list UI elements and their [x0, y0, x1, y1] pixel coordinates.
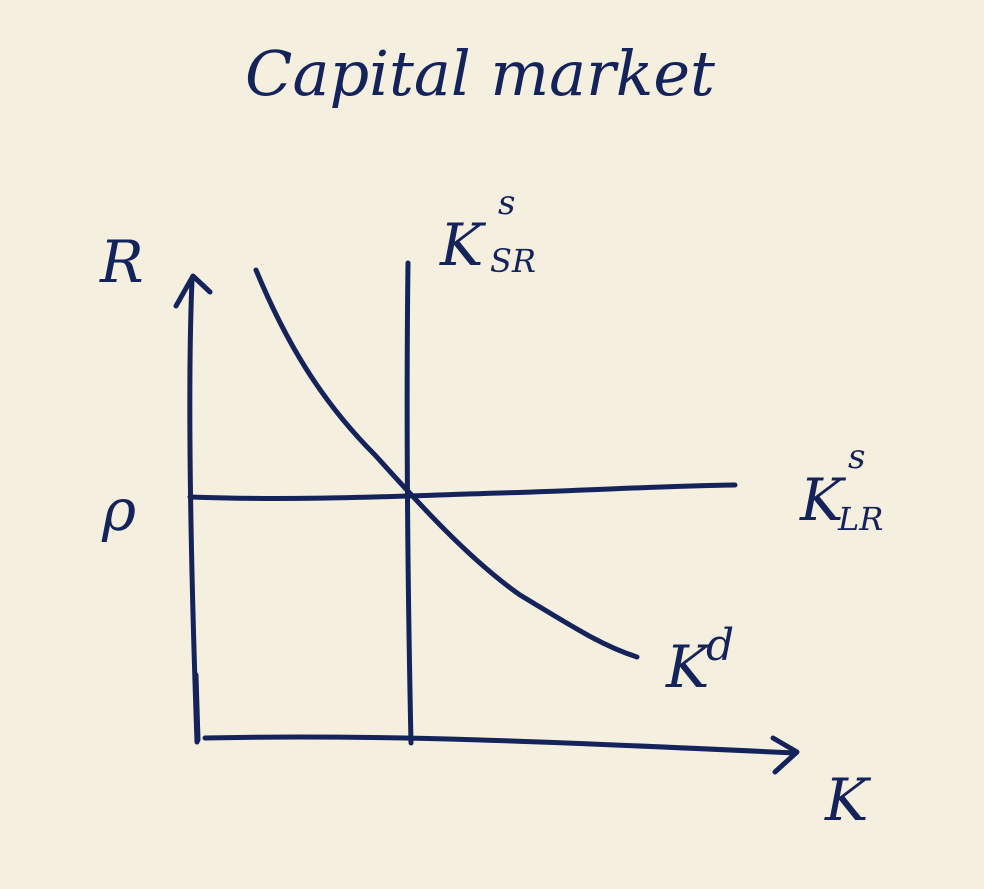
- demand-curve: [253, 267, 640, 660]
- long-run-supply-label: K s LR: [799, 437, 883, 538]
- svg-text:K: K: [799, 466, 847, 534]
- diagram-title: Capital market: [245, 37, 715, 110]
- svg-text:SR: SR: [490, 242, 536, 280]
- short-run-supply-label: K s SR: [439, 183, 536, 280]
- svg-text:s: s: [848, 437, 865, 477]
- svg-text:LR: LR: [837, 500, 883, 538]
- svg-text:K: K: [439, 211, 487, 279]
- y-axis-origin-tick: [193, 672, 201, 743]
- svg-text:s: s: [498, 183, 515, 223]
- svg-text:K: K: [665, 633, 713, 701]
- y-axis-arrowhead: [173, 273, 213, 309]
- rho-level-label: ρ: [101, 476, 136, 544]
- x-axis: [202, 734, 798, 756]
- x-axis-label: K: [824, 766, 872, 834]
- svg-text:d: d: [706, 620, 734, 671]
- long-run-supply-curve: [187, 482, 738, 501]
- y-axis-label: R: [99, 228, 144, 296]
- demand-label: K d: [665, 620, 734, 701]
- short-run-supply-curve: [404, 260, 414, 746]
- x-axis-arrowhead: [770, 735, 800, 775]
